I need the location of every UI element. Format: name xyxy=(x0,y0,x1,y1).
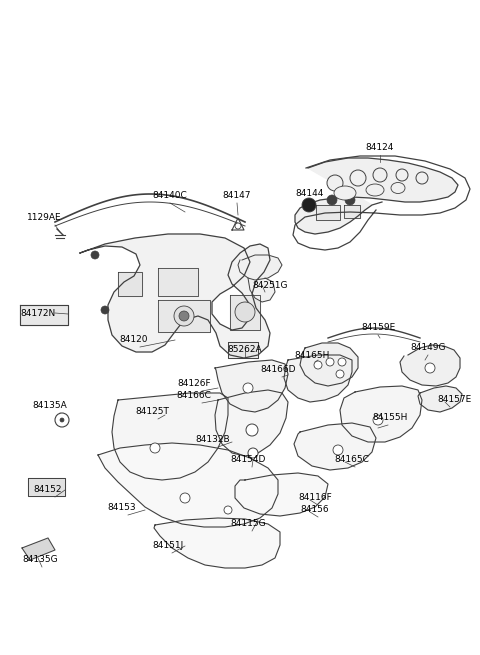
Polygon shape xyxy=(28,478,65,496)
Circle shape xyxy=(248,448,258,458)
Text: 84166C: 84166C xyxy=(177,392,211,400)
Circle shape xyxy=(150,443,160,453)
Circle shape xyxy=(60,418,64,422)
Polygon shape xyxy=(300,343,358,386)
Polygon shape xyxy=(98,443,278,527)
Circle shape xyxy=(174,306,194,326)
Polygon shape xyxy=(228,342,258,358)
Polygon shape xyxy=(112,393,228,480)
Text: 84159E: 84159E xyxy=(361,324,395,333)
Polygon shape xyxy=(238,255,282,280)
Circle shape xyxy=(425,363,435,373)
Polygon shape xyxy=(215,360,288,412)
Circle shape xyxy=(179,311,189,321)
Polygon shape xyxy=(118,272,142,296)
Text: 1129AE: 1129AE xyxy=(27,214,61,223)
Text: 84116F: 84116F xyxy=(298,493,332,502)
Text: 84166D: 84166D xyxy=(260,365,296,375)
Circle shape xyxy=(246,424,258,436)
Polygon shape xyxy=(295,158,458,234)
Circle shape xyxy=(235,302,255,322)
Text: 84135A: 84135A xyxy=(33,402,67,411)
Circle shape xyxy=(373,415,383,425)
Circle shape xyxy=(91,251,99,259)
Polygon shape xyxy=(316,205,340,220)
Text: 84132B: 84132B xyxy=(196,436,230,445)
Circle shape xyxy=(243,383,253,393)
Polygon shape xyxy=(20,305,68,325)
Circle shape xyxy=(416,172,428,184)
Circle shape xyxy=(338,358,346,366)
Circle shape xyxy=(180,493,190,503)
Circle shape xyxy=(327,175,343,191)
Polygon shape xyxy=(80,234,270,358)
Text: 84153: 84153 xyxy=(108,504,136,512)
Text: 84115G: 84115G xyxy=(230,519,266,529)
Circle shape xyxy=(314,361,322,369)
Text: 84251G: 84251G xyxy=(252,280,288,290)
Text: 84120: 84120 xyxy=(120,335,148,345)
Text: 84151J: 84151J xyxy=(152,542,184,550)
Polygon shape xyxy=(284,355,352,402)
Text: 84125T: 84125T xyxy=(135,407,169,417)
Circle shape xyxy=(327,195,337,205)
Circle shape xyxy=(333,445,343,455)
Ellipse shape xyxy=(334,186,356,200)
Polygon shape xyxy=(215,390,288,456)
Text: 84157E: 84157E xyxy=(438,396,472,405)
Polygon shape xyxy=(158,300,210,332)
Text: 84147: 84147 xyxy=(223,191,251,200)
Circle shape xyxy=(396,169,408,181)
Text: 84149G: 84149G xyxy=(410,343,446,352)
Text: 84165H: 84165H xyxy=(294,350,330,360)
Text: 84152: 84152 xyxy=(34,485,62,495)
Polygon shape xyxy=(230,295,260,330)
Polygon shape xyxy=(158,268,198,296)
Circle shape xyxy=(345,195,355,205)
Text: 84165C: 84165C xyxy=(335,455,370,464)
Circle shape xyxy=(235,223,241,229)
Text: 84154D: 84154D xyxy=(230,455,266,464)
Text: 85262A: 85262A xyxy=(228,345,262,354)
Text: 84155H: 84155H xyxy=(372,413,408,422)
Circle shape xyxy=(224,506,232,514)
Circle shape xyxy=(336,370,344,378)
Polygon shape xyxy=(154,518,280,568)
Text: 84135G: 84135G xyxy=(22,555,58,565)
Circle shape xyxy=(350,170,366,186)
Polygon shape xyxy=(340,386,422,442)
Circle shape xyxy=(302,198,316,212)
Text: 84172N: 84172N xyxy=(20,309,56,318)
Polygon shape xyxy=(248,278,275,302)
Ellipse shape xyxy=(391,183,405,193)
Circle shape xyxy=(373,168,387,182)
Polygon shape xyxy=(400,345,460,386)
Polygon shape xyxy=(344,205,360,218)
Polygon shape xyxy=(22,538,55,560)
Circle shape xyxy=(326,358,334,366)
Circle shape xyxy=(55,413,69,427)
Text: 84124: 84124 xyxy=(366,143,394,153)
Text: 84140C: 84140C xyxy=(153,191,187,200)
Text: 84156: 84156 xyxy=(300,506,329,514)
Text: 84144: 84144 xyxy=(296,189,324,198)
Text: 84126F: 84126F xyxy=(177,379,211,388)
Polygon shape xyxy=(294,423,376,470)
Circle shape xyxy=(101,306,109,314)
Ellipse shape xyxy=(366,184,384,196)
Polygon shape xyxy=(235,473,328,516)
Polygon shape xyxy=(418,386,462,412)
